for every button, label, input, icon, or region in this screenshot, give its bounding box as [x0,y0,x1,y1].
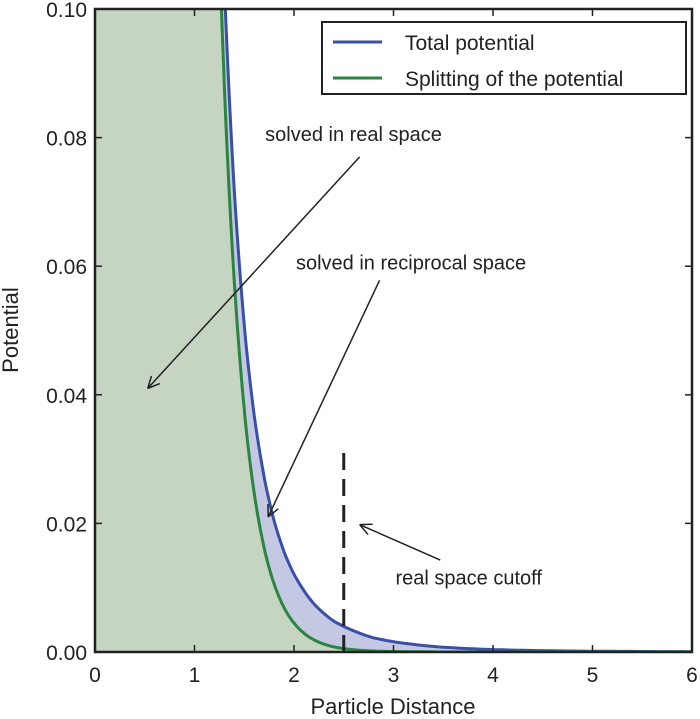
x-axis-label: Particle Distance [310,694,475,719]
y-axis-label: Potential [0,287,23,373]
legend-label-total: Total potential [405,32,535,55]
x-tick-label: 3 [388,664,400,687]
annotation-arrow [147,156,361,389]
legend-box [321,21,687,95]
annotation-label: solved in reciprocal space [296,252,526,274]
x-tick-label: 5 [587,664,599,687]
arrow-head [147,375,153,389]
arrow-head [147,382,161,390]
y-tick-label: 0.08 [46,128,87,151]
annotation-label: solved in real space [265,124,442,146]
legend-label-splitting: Splitting of the potential [405,68,623,91]
y-tick-label: 0.04 [46,385,87,408]
x-tick-label: 6 [686,664,698,687]
legend: Total potential Splitting of the potenti… [321,21,687,95]
total-potential-line [223,9,692,652]
arrow-head [267,508,279,518]
annotation-arrow [267,280,381,518]
x-tick-label: 1 [189,664,201,687]
x-tick-label: 0 [89,664,101,687]
annotation-arrow [359,523,441,561]
x-tick-label: 2 [288,664,300,687]
annotation-label: real space cutoff [395,567,542,589]
y-tick-label: 0.02 [46,513,87,536]
y-tick-label: 0.06 [46,256,87,279]
arrow-head [359,524,369,536]
y-tick-label: 0.00 [46,642,87,665]
splitting-potential-line [219,9,692,652]
y-tick-label: 0.10 [46,0,87,22]
x-tick-label: 4 [487,664,499,687]
splitting-potential-area [95,9,692,652]
